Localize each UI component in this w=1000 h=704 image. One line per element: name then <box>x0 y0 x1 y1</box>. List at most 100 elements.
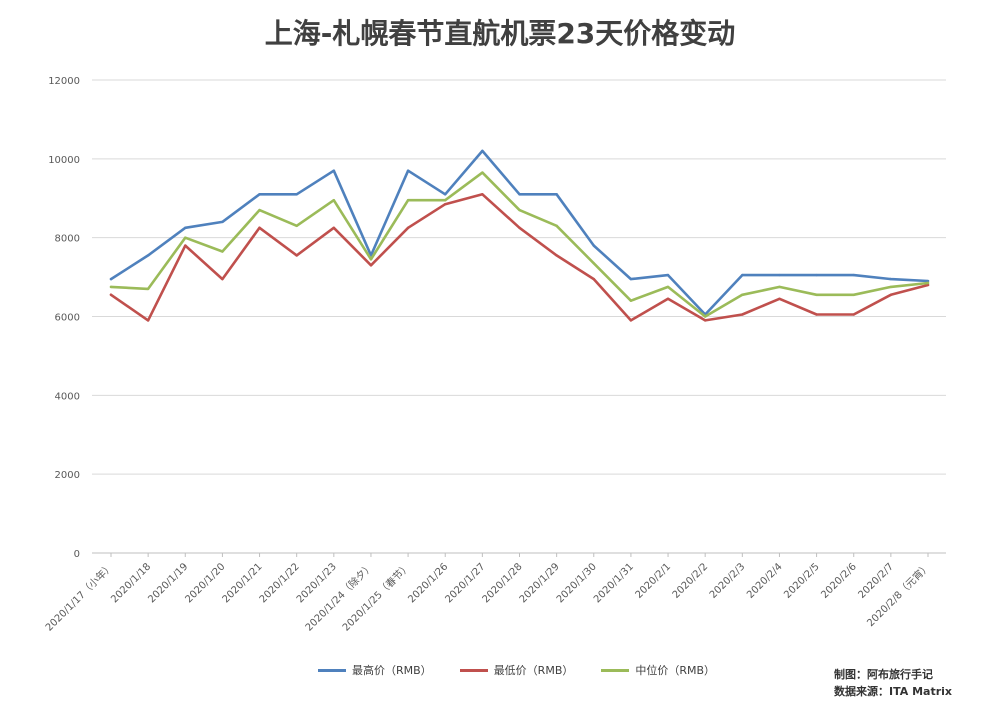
data-point <box>778 297 781 300</box>
data-point <box>258 208 261 212</box>
data-point <box>629 319 633 322</box>
data-point <box>332 199 336 202</box>
data-point <box>481 171 484 174</box>
data-point <box>815 273 818 277</box>
x-tick-label: 2020/1/24（除夕） <box>302 560 376 634</box>
data-point <box>518 193 521 196</box>
data-point <box>295 193 298 196</box>
x-tick-label: 2020/1/25（春节） <box>340 561 413 634</box>
data-point <box>332 226 336 230</box>
data-point <box>184 244 187 247</box>
series-line-0 <box>109 149 930 316</box>
x-tick-label: 2020/2/4 <box>745 561 785 601</box>
credit-source: 数据来源：ITA Matrix <box>833 685 952 698</box>
y-tick-label: 8000 <box>55 234 80 245</box>
x-tick-label: 2020/1/17（小年） <box>42 560 116 634</box>
data-point <box>592 262 595 265</box>
chart-title: 上海-札幌春节直航机票23天价格变动 <box>264 17 736 50</box>
data-point <box>889 277 893 281</box>
x-tick-label: 2020/2/7 <box>856 561 896 601</box>
legend-item-median: 中位价（RMB） <box>601 662 715 678</box>
data-point <box>332 169 336 172</box>
data-point <box>815 293 818 297</box>
data-point <box>369 264 373 267</box>
legend-item-max: 最高价（RMB） <box>318 662 432 678</box>
x-tick-label: 2020/2/1 <box>634 561 674 601</box>
data-point <box>109 277 113 281</box>
data-point <box>666 273 670 277</box>
data-point <box>481 149 484 153</box>
data-point <box>778 273 781 277</box>
y-tick-label: 0 <box>74 549 80 560</box>
data-point <box>184 236 187 239</box>
data-point <box>629 299 633 302</box>
data-point <box>258 193 261 196</box>
data-point <box>889 285 893 289</box>
data-point <box>852 313 855 316</box>
data-point <box>889 293 893 297</box>
data-point <box>444 193 447 196</box>
data-point <box>852 293 855 297</box>
data-point <box>146 254 150 257</box>
data-point <box>295 254 298 257</box>
y-tick-label: 4000 <box>55 391 80 402</box>
legend-swatch-max <box>318 668 346 672</box>
x-tick-label: 2020/2/2 <box>671 561 711 601</box>
data-point <box>592 244 595 247</box>
legend-swatch-min <box>459 668 488 672</box>
legend-swatch-median <box>601 668 630 672</box>
data-point <box>518 208 521 212</box>
data-point <box>481 193 484 196</box>
credit-made-by: 制图：阿布旅行手记 <box>833 668 933 681</box>
data-point <box>555 224 558 228</box>
data-point <box>666 297 670 300</box>
data-point <box>406 199 410 202</box>
data-point <box>146 287 150 291</box>
data-point <box>444 202 447 206</box>
legend-label-max: 最高价（RMB） <box>352 664 432 677</box>
data-point <box>555 193 558 196</box>
legend-item-min: 最低价（RMB） <box>459 662 574 678</box>
data-point <box>555 254 558 257</box>
data-point <box>406 226 410 230</box>
data-point <box>666 285 670 289</box>
data-point <box>741 273 744 277</box>
data-point <box>109 293 113 297</box>
y-tick-label: 6000 <box>55 313 80 324</box>
y-tick-label: 12000 <box>48 76 80 87</box>
data-point <box>221 220 224 224</box>
data-point <box>184 226 187 230</box>
data-point <box>221 250 224 253</box>
data-point <box>629 277 633 281</box>
legend-label-min: 最低价（RMB） <box>493 664 574 677</box>
x-tick-label: 2020/2/5 <box>782 561 822 601</box>
y-tick-label: 2000 <box>55 470 80 481</box>
data-point <box>295 224 298 228</box>
x-tick-label: 2020/2/3 <box>708 561 748 601</box>
data-point <box>852 273 855 277</box>
legend: 最高价（RMB） 最低价（RMB） 中位价（RMB） <box>318 662 715 678</box>
y-tick-label: 10000 <box>48 155 80 166</box>
data-point <box>815 313 818 316</box>
data-point <box>369 258 373 261</box>
data-point <box>109 285 113 289</box>
data-point <box>778 285 781 289</box>
x-tick-label: 2020/2/8（元宵） <box>864 560 933 629</box>
data-point <box>518 226 521 230</box>
data-point <box>703 319 707 322</box>
data-point <box>741 313 744 316</box>
credits: 制图：阿布旅行手记 数据来源：ITA Matrix <box>834 666 952 700</box>
data-point <box>146 319 150 322</box>
data-point <box>703 315 707 318</box>
legend-label-median: 中位价（RMB） <box>635 664 716 677</box>
data-point <box>258 226 261 230</box>
data-point <box>926 281 930 285</box>
data-point <box>406 169 410 172</box>
data-point <box>444 199 447 202</box>
data-point <box>221 277 224 281</box>
x-tick-label: 2020/2/6 <box>819 561 859 601</box>
data-point <box>926 279 930 283</box>
data-point <box>592 277 595 281</box>
data-point <box>741 293 744 297</box>
